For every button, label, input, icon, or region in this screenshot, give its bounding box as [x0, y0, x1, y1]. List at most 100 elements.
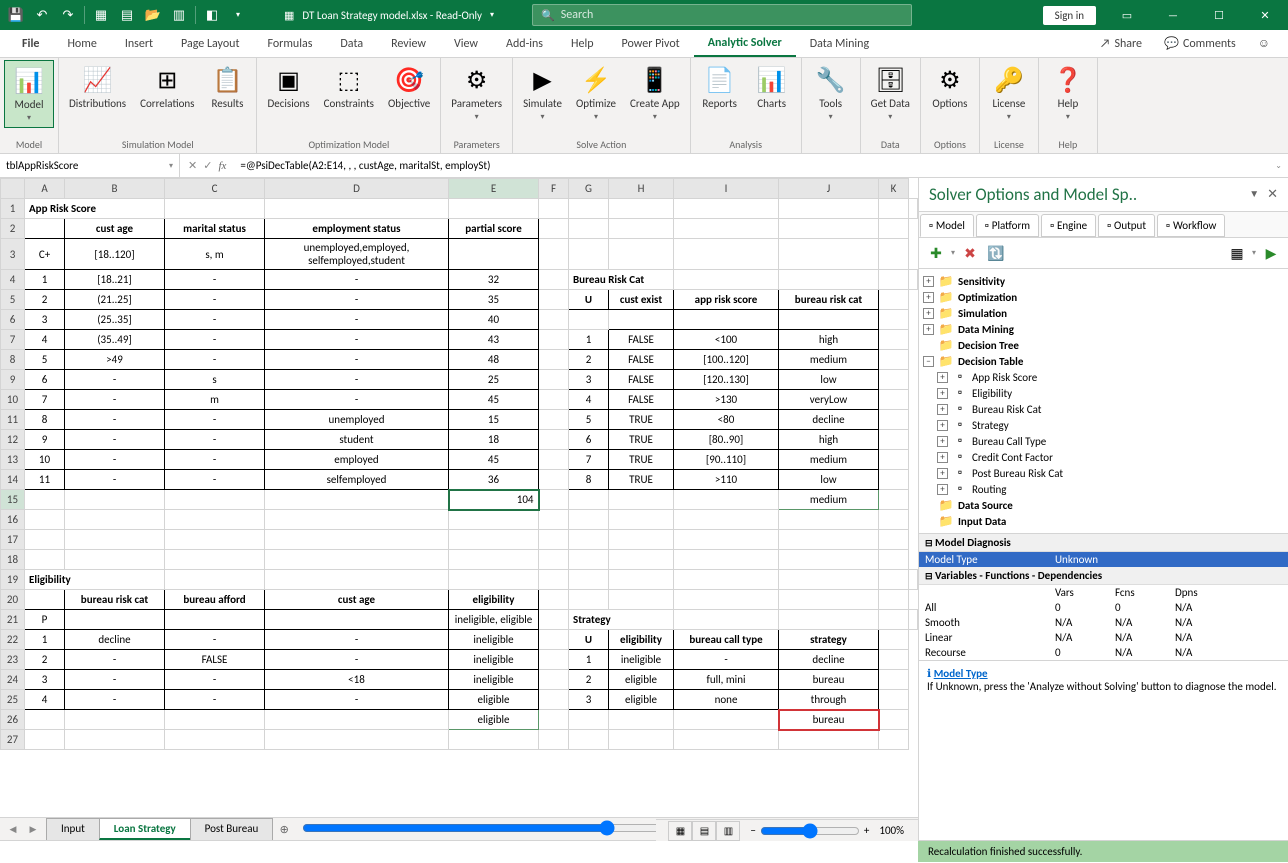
cell-D12[interactable]: student: [265, 430, 449, 450]
cell-K23[interactable]: [879, 650, 909, 670]
cell-B16[interactable]: [65, 510, 165, 530]
cell-E13[interactable]: 45: [449, 450, 539, 470]
cell-D11[interactable]: unemployed: [265, 410, 449, 430]
cell-B3[interactable]: [18..120]: [65, 239, 165, 270]
qat-icon[interactable]: ▤: [115, 3, 139, 27]
cell-A2[interactable]: [25, 219, 65, 239]
cell-E12[interactable]: 18: [449, 430, 539, 450]
cell-B14[interactable]: -: [65, 470, 165, 490]
add-icon[interactable]: ✚: [925, 242, 947, 264]
cell-E3[interactable]: [449, 239, 539, 270]
ribbon-optimize[interactable]: ⚡Optimize▾: [570, 60, 622, 126]
cell-F24[interactable]: [539, 670, 569, 690]
cell-I13[interactable]: [90..110]: [674, 450, 779, 470]
cell-A16[interactable]: [25, 510, 65, 530]
maximize-icon[interactable]: ☐: [1196, 0, 1242, 30]
cell-E23[interactable]: ineligible: [449, 650, 539, 670]
cell-D7[interactable]: -: [265, 330, 449, 350]
tp-tab-output[interactable]: ▫Output: [1098, 214, 1155, 237]
cell-I12[interactable]: [80..90]: [674, 430, 779, 450]
cell-G10[interactable]: 4: [569, 390, 609, 410]
cell-D17[interactable]: [265, 530, 449, 550]
ribbon-mode-icon[interactable]: ▭: [1104, 0, 1150, 30]
cell-G26[interactable]: [569, 710, 609, 730]
cell-B23[interactable]: -: [65, 650, 165, 670]
tree-post-bureau-risk-cat[interactable]: +▫Post Bureau Risk Cat: [921, 465, 1286, 481]
cell-I18[interactable]: [674, 550, 779, 570]
cell-E19[interactable]: [539, 570, 569, 590]
tab-prev-icon[interactable]: ◀: [4, 820, 22, 838]
cell-H25[interactable]: eligible: [609, 690, 674, 710]
enter-icon[interactable]: ✓: [203, 159, 212, 172]
cell-B19[interactable]: [165, 570, 265, 590]
cell-G7[interactable]: 1: [569, 330, 609, 350]
cell-C16[interactable]: [165, 510, 265, 530]
cell-D27[interactable]: [265, 730, 449, 750]
cell-F23[interactable]: [539, 650, 569, 670]
cell-F5[interactable]: [539, 290, 569, 310]
cell-I10[interactable]: >130: [674, 390, 779, 410]
sheet-tab-loan-strategy[interactable]: Loan Strategy: [99, 818, 191, 840]
cell-K19[interactable]: [909, 570, 918, 590]
name-box[interactable]: tblAppRiskScore▾: [0, 154, 180, 177]
cell-B22[interactable]: decline: [65, 630, 165, 650]
cell-I7[interactable]: <100: [674, 330, 779, 350]
cell-I20[interactable]: [674, 590, 779, 610]
cell-I15[interactable]: [674, 490, 779, 510]
tree-decision-table[interactable]: −📁Decision Table: [921, 353, 1286, 369]
cell-B6[interactable]: (25..35]: [65, 310, 165, 330]
cell-E20[interactable]: eligibility: [449, 590, 539, 610]
cell-B5[interactable]: (21..25]: [65, 290, 165, 310]
excel-icon[interactable]: ▦: [1226, 242, 1248, 264]
cell-B1[interactable]: [165, 199, 265, 219]
cell-G23[interactable]: 1: [569, 650, 609, 670]
task-pane-close-icon[interactable]: ✕: [1267, 187, 1278, 202]
cell-H8[interactable]: FALSE: [609, 350, 674, 370]
cell-G17[interactable]: [569, 530, 609, 550]
cell-B7[interactable]: (35..49]: [65, 330, 165, 350]
ribbon-tab-insert[interactable]: Insert: [111, 30, 167, 57]
cell-H24[interactable]: eligible: [609, 670, 674, 690]
tree-simulation[interactable]: +📁Simulation: [921, 305, 1286, 321]
cell-C12[interactable]: -: [165, 430, 265, 450]
delete-icon[interactable]: ✖: [959, 242, 981, 264]
cell-F7[interactable]: [539, 330, 569, 350]
cell-F19[interactable]: [569, 570, 609, 590]
cell-I26[interactable]: [674, 710, 779, 730]
refresh-icon[interactable]: 🔃: [985, 242, 1007, 264]
ribbon-tab-data[interactable]: Data: [326, 30, 377, 57]
cell-J3[interactable]: [779, 239, 879, 270]
cell-G27[interactable]: [569, 730, 609, 750]
ribbon-help[interactable]: ❓Help▾: [1043, 60, 1093, 126]
ribbon-tab-analytic-solver[interactable]: Analytic Solver: [694, 30, 796, 57]
cell-F2[interactable]: [539, 219, 569, 239]
cell-K13[interactable]: [879, 450, 909, 470]
cell-A19[interactable]: Eligibility: [25, 570, 165, 590]
cell-F10[interactable]: [539, 390, 569, 410]
cell-J22[interactable]: strategy: [779, 630, 879, 650]
cell-D23[interactable]: -: [265, 650, 449, 670]
cell-C26[interactable]: [165, 710, 265, 730]
ribbon-tab-view[interactable]: View: [440, 30, 492, 57]
cell-A1[interactable]: App Risk Score: [25, 199, 165, 219]
add-sheet-icon[interactable]: ⊕: [272, 823, 296, 836]
cell-G8[interactable]: 2: [569, 350, 609, 370]
cell-E22[interactable]: ineligible: [449, 630, 539, 650]
qat-icon[interactable]: 📂: [141, 3, 165, 27]
zoom-in-icon[interactable]: +: [864, 824, 869, 837]
cell-H11[interactable]: TRUE: [609, 410, 674, 430]
cell-H21[interactable]: [674, 610, 779, 630]
cell-J11[interactable]: decline: [779, 410, 879, 430]
cell-D21[interactable]: [265, 610, 449, 630]
cell-B10[interactable]: -: [65, 390, 165, 410]
cell-F1[interactable]: [569, 199, 609, 219]
cell-E6[interactable]: 40: [449, 310, 539, 330]
cell-E11[interactable]: 15: [449, 410, 539, 430]
cell-D1[interactable]: [449, 199, 539, 219]
cell-H26[interactable]: [609, 710, 674, 730]
cell-I4[interactable]: [779, 270, 879, 290]
cell-C10[interactable]: m: [165, 390, 265, 410]
tree-bureau-risk-cat[interactable]: +▫Bureau Risk Cat: [921, 401, 1286, 417]
cell-A22[interactable]: 1: [25, 630, 65, 650]
cell-C18[interactable]: [165, 550, 265, 570]
